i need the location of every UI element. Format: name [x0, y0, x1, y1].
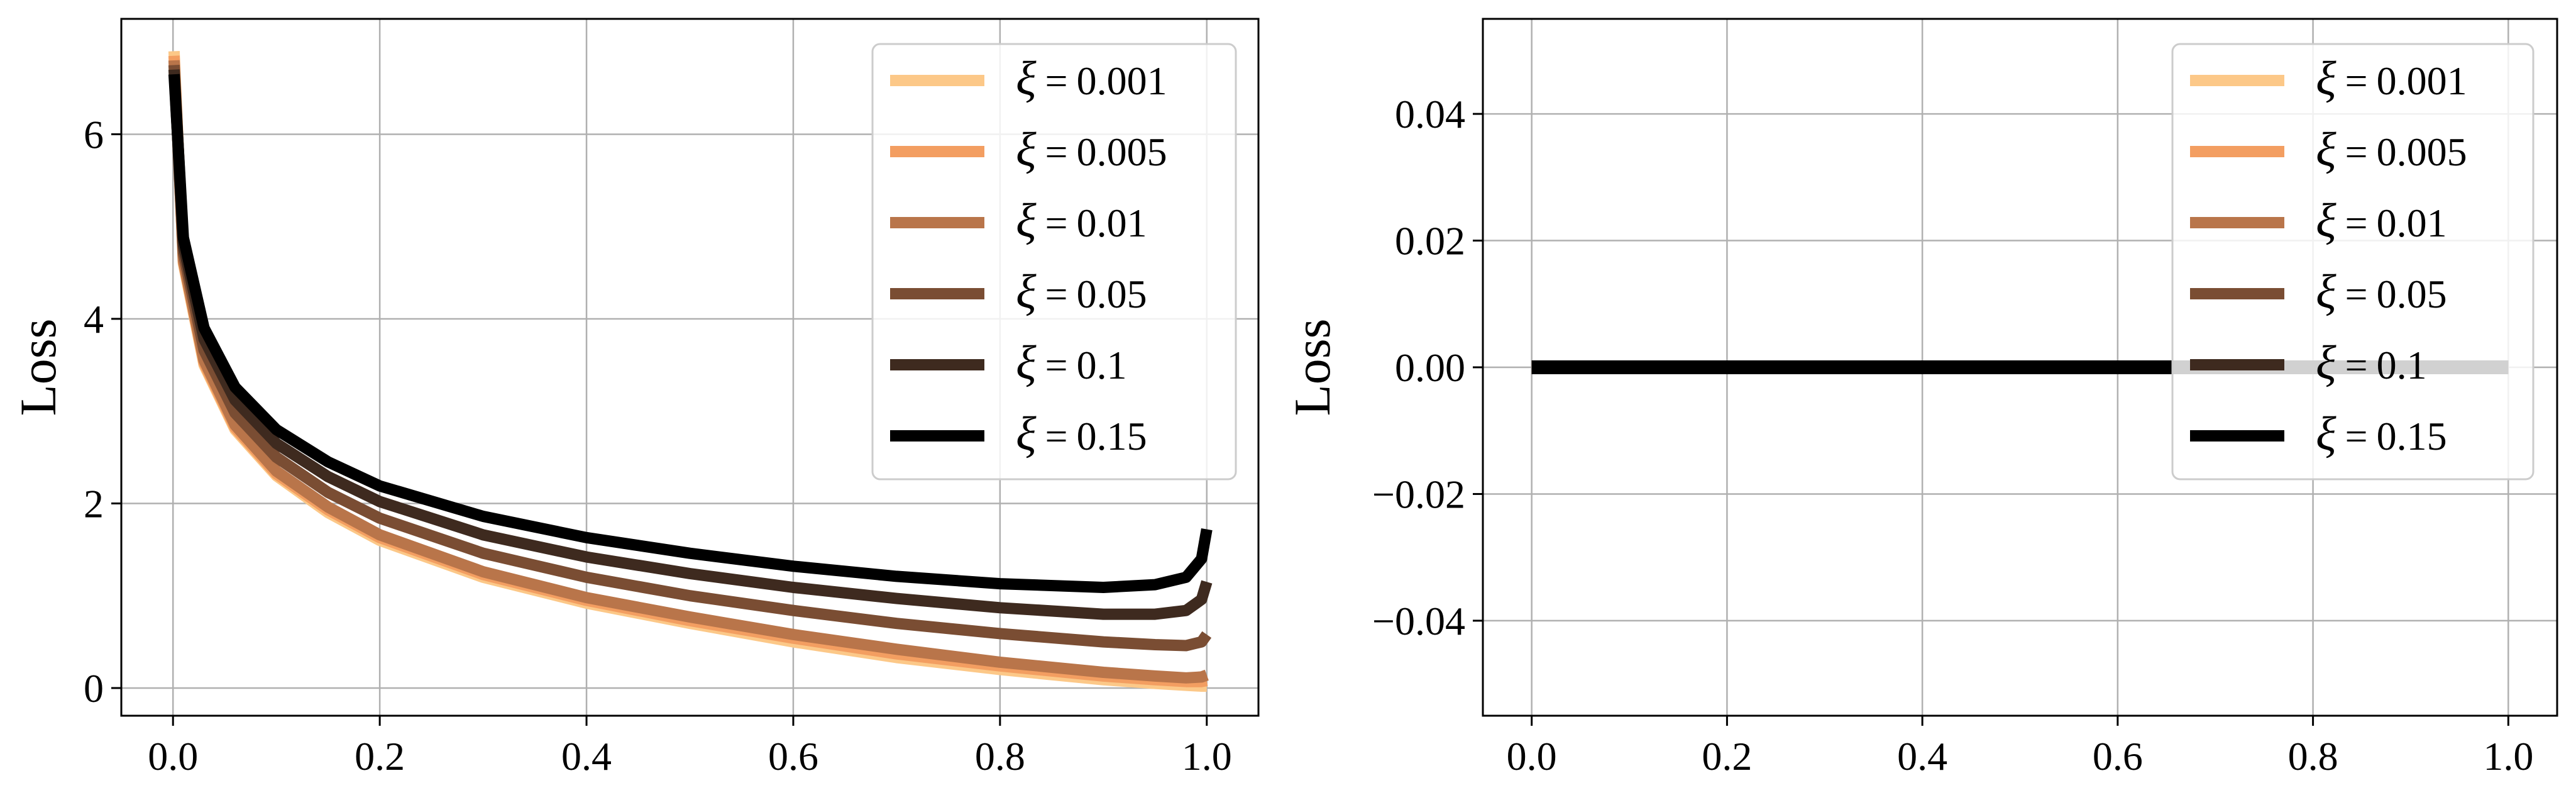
legend-value: 0.001 [2377, 58, 2467, 103]
legend-entry-0.05: ξ = 0.05 [1016, 265, 1147, 318]
legend-equals: = [2345, 58, 2368, 103]
legend-symbol: ξ [1016, 336, 1037, 389]
legend-symbol: ξ [1016, 408, 1037, 460]
legend-entry-0.001: ξ = 0.001 [1016, 52, 1167, 105]
legend-equals: = [1045, 343, 1068, 387]
legend-equals: = [2345, 414, 2368, 458]
y-tick-label: 0.04 [1395, 92, 1465, 136]
legend-value: 0.15 [2377, 414, 2447, 458]
legend-equals: = [1045, 130, 1068, 174]
legend-entry-0.005: ξ = 0.005 [2316, 123, 2467, 176]
legend-entry-0.1: ξ = 0.1 [1016, 336, 1127, 389]
x-tick-label: 0.8 [2288, 734, 2338, 779]
legend-equals: = [1045, 272, 1068, 316]
x-tick-label: 0.2 [355, 734, 405, 779]
series-line-0.15 [168, 74, 1213, 593]
legend-value: 0.1 [1077, 343, 1127, 387]
legend-equals: = [2345, 201, 2368, 245]
legend-entry-0.15: ξ = 0.15 [1016, 408, 1147, 460]
legend-value: 0.005 [2377, 130, 2467, 174]
legend-symbol: ξ [2316, 408, 2337, 460]
legend-entry-0.15: ξ = 0.15 [2316, 408, 2447, 460]
legend-entry-0.01: ξ = 0.01 [1016, 194, 1147, 247]
legend-entry-0.01: ξ = 0.01 [2316, 194, 2447, 247]
legend-value: 0.001 [1077, 58, 1167, 103]
legend-equals: = [1045, 58, 1068, 103]
legend-value: 0.1 [2377, 343, 2427, 387]
y-axis-label: Loss [9, 319, 67, 416]
y-axis-label: Loss [1284, 319, 1341, 416]
x-tick-label: 0.6 [2093, 734, 2143, 779]
x-tick-label: 0.4 [1897, 734, 1947, 779]
legend-equals: = [2345, 130, 2368, 174]
legend-symbol: ξ [1016, 52, 1037, 105]
legend-symbol: ξ [2316, 123, 2337, 176]
legend-value: 0.05 [2377, 272, 2447, 316]
x-tick-label: 0.2 [1702, 734, 1752, 779]
y-tick-label: 6 [84, 112, 104, 157]
legend-value: 0.005 [1077, 130, 1167, 174]
legend-entry-0.005: ξ = 0.005 [1016, 123, 1167, 176]
legend-symbol: ξ [1016, 194, 1037, 247]
series-line-0.05 [168, 64, 1212, 652]
legend-equals: = [1045, 414, 1068, 458]
y-tick-label: 0.02 [1395, 219, 1465, 264]
legend-entry-0.001: ξ = 0.001 [2316, 52, 2467, 105]
legend-equals: = [2345, 343, 2368, 387]
legend-symbol: ξ [2316, 336, 2337, 389]
legend-symbol: ξ [1016, 265, 1037, 318]
legend-value: 0.01 [1077, 201, 1147, 245]
legend-symbol: ξ [2316, 265, 2337, 318]
x-tick-label: 1.0 [2483, 734, 2533, 779]
x-tick-label: 0.4 [561, 734, 612, 779]
legend-symbol: ξ [2316, 194, 2337, 247]
axes-frame [120, 18, 1260, 717]
legend-equals: = [2345, 272, 2368, 316]
chart-panel-2: 0.0 0.2 0.4 0.6 0.8 1.0 0.04 0.02 0.00 −0.02 −0.04… [1284, 18, 2558, 779]
series-line-0.1 [168, 69, 1213, 620]
x-tick-label: 0.8 [975, 734, 1025, 779]
x-tick-label: 0.0 [148, 734, 198, 779]
y-tick-label: 0.00 [1395, 345, 1465, 390]
x-tick-label: 1.0 [1182, 734, 1232, 779]
y-tick-label: −0.02 [1372, 472, 1465, 516]
y-tick-label: −0.04 [1372, 599, 1465, 643]
legend-symbol: ξ [1016, 123, 1037, 176]
y-tick-label: 0 [84, 666, 104, 711]
legend-value: 0.01 [2377, 201, 2447, 245]
legend-value: 0.15 [1077, 414, 1147, 458]
y-tick-label: 2 [84, 481, 104, 526]
x-tick-label: 0.0 [1507, 734, 1557, 779]
legend-entry-0.1: ξ = 0.1 [2316, 336, 2427, 389]
x-tick-label: 0.6 [768, 734, 818, 779]
legend-symbol: ξ [2316, 52, 2337, 105]
y-tick-label: 4 [84, 297, 104, 342]
legend-value: 0.05 [1077, 272, 1147, 316]
legend-equals: = [1045, 201, 1068, 245]
legend-entry-0.05: ξ = 0.05 [2316, 265, 2447, 318]
